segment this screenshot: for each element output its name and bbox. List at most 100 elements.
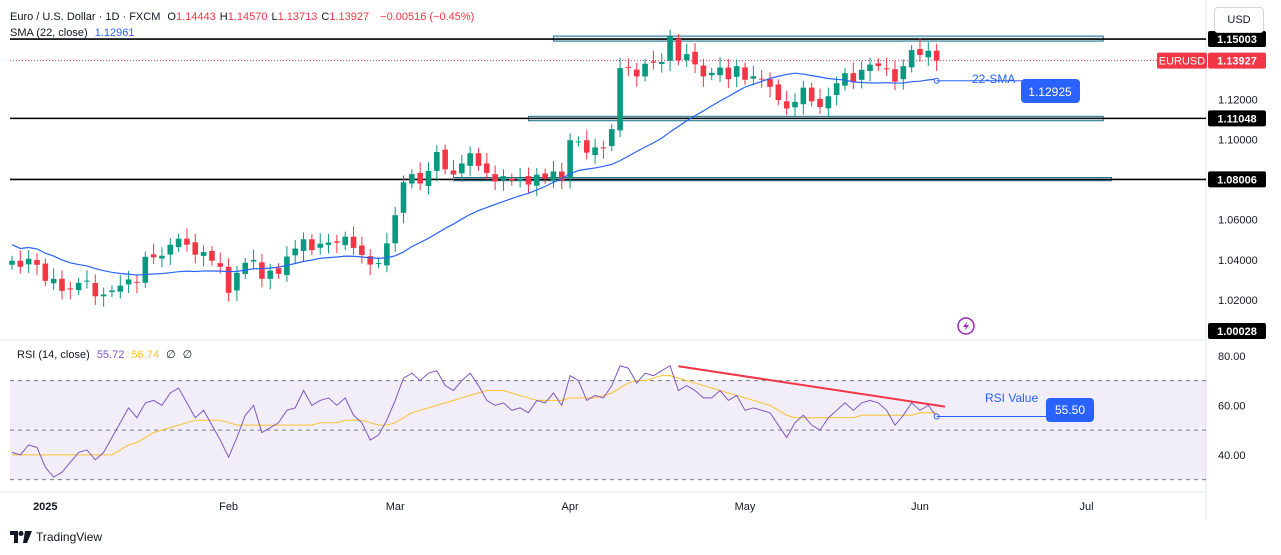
candle-body[interactable] (700, 65, 707, 77)
candle-body[interactable] (400, 182, 407, 213)
candle-body[interactable] (125, 279, 132, 285)
candle-body[interactable] (592, 147, 598, 156)
candle-body[interactable] (175, 238, 182, 248)
candle-body[interactable] (234, 272, 240, 291)
candle-body[interactable] (792, 101, 798, 108)
candle-body[interactable] (250, 259, 257, 262)
candle-body[interactable] (117, 285, 124, 292)
candle-body[interactable] (892, 69, 898, 82)
candle-body[interactable] (184, 238, 190, 245)
candle-body[interactable] (900, 66, 907, 80)
candle-body[interactable] (225, 266, 232, 293)
candle-body[interactable] (908, 50, 915, 68)
candle-body[interactable] (683, 54, 690, 61)
candle-body[interactable] (417, 172, 423, 184)
lightning-icon[interactable] (957, 317, 975, 335)
candle-body[interactable] (533, 174, 540, 186)
candle-body[interactable] (392, 215, 398, 244)
sma-line[interactable] (11, 72, 937, 276)
candle-body[interactable] (742, 67, 748, 80)
candle-body[interactable] (858, 69, 865, 80)
candle-body[interactable] (425, 170, 432, 186)
candle-body[interactable] (867, 64, 873, 71)
tradingview-logo[interactable]: TradingView (10, 530, 102, 544)
candle-body[interactable] (300, 239, 307, 251)
candle-body[interactable] (134, 281, 140, 283)
candle-body[interactable] (459, 163, 465, 174)
candle-body[interactable] (925, 50, 932, 58)
candle-body[interactable] (875, 63, 882, 66)
candle-body[interactable] (600, 147, 607, 149)
currency-button[interactable]: USD (1214, 7, 1264, 33)
candle-body[interactable] (933, 50, 940, 61)
candle-body[interactable] (633, 69, 640, 77)
rsi-value-badge[interactable] (1046, 398, 1094, 422)
rsi-line[interactable] (11, 365, 938, 478)
candle-body[interactable] (367, 256, 373, 265)
rsi-legend[interactable]: RSI (14, close) 55.72 56.74 ∅ ∅ (17, 348, 196, 361)
candle-body[interactable] (9, 260, 15, 265)
candle-body[interactable] (75, 282, 82, 291)
candle-body[interactable] (583, 140, 590, 153)
candle-body[interactable] (733, 66, 740, 77)
candle-body[interactable] (167, 244, 174, 255)
candle-body[interactable] (758, 78, 765, 80)
candle-body[interactable] (67, 288, 74, 290)
candle-body[interactable] (267, 270, 274, 279)
candle-body[interactable] (317, 243, 324, 248)
rsi-ma-line[interactable] (12, 375, 937, 456)
candle-body[interactable] (217, 263, 224, 267)
candle-body[interactable] (725, 67, 732, 80)
candle-body[interactable] (34, 259, 40, 265)
candle-body[interactable] (309, 239, 315, 251)
candle-body[interactable] (542, 173, 548, 179)
candle-body[interactable] (517, 178, 523, 181)
candle-body[interactable] (142, 256, 149, 283)
candle-body[interactable] (525, 176, 532, 185)
candle-body[interactable] (342, 236, 348, 246)
candle-body[interactable] (442, 149, 448, 170)
candle-body[interactable] (608, 129, 615, 147)
candle-body[interactable] (558, 171, 565, 181)
time-axis[interactable]: 2025 Feb Mar Apr May Jun Jul (33, 501, 1094, 513)
candle-body[interactable] (675, 38, 682, 61)
candle-body[interactable] (833, 83, 840, 96)
candles[interactable] (9, 29, 940, 307)
candle-body[interactable] (692, 51, 698, 65)
candle-body[interactable] (750, 76, 757, 79)
candle-body[interactable] (150, 254, 157, 258)
candle-body[interactable] (883, 68, 890, 70)
candle-body[interactable] (84, 280, 90, 282)
candle-body[interactable] (783, 101, 790, 109)
candle-body[interactable] (159, 255, 165, 259)
candle-body[interactable] (808, 87, 815, 102)
sma-value-badge[interactable] (1021, 79, 1080, 103)
candle-body[interactable] (717, 67, 723, 76)
candle-body[interactable] (292, 248, 299, 256)
candle-body[interactable] (242, 262, 249, 275)
candle-body[interactable] (100, 294, 107, 297)
candle-body[interactable] (42, 263, 49, 281)
sma-legend[interactable]: SMA (22, close) 1.12961 (10, 27, 138, 39)
candle-body[interactable] (492, 174, 498, 182)
candle-body[interactable] (209, 250, 215, 261)
candle-body[interactable] (708, 72, 715, 76)
candle-body[interactable] (50, 278, 57, 284)
candle-body[interactable] (475, 153, 482, 166)
candle-body[interactable] (375, 262, 382, 264)
candle-body[interactable] (625, 66, 632, 68)
candle-body[interactable] (25, 258, 32, 265)
candle-body[interactable] (350, 236, 357, 248)
candle-body[interactable] (650, 61, 657, 63)
candle-body[interactable] (275, 268, 282, 274)
candle-body[interactable] (92, 283, 99, 297)
symbol-title[interactable]: Euro / U.S. Dollar · 1D · FXCM (10, 11, 161, 23)
candle-body[interactable] (334, 241, 340, 243)
price-axis[interactable]: 1.02000 1.04000 1.06000 1.10000 1.12000 (1218, 94, 1258, 307)
candle-body[interactable] (775, 84, 782, 101)
candle-body[interactable] (825, 96, 832, 109)
candle-body[interactable] (17, 260, 24, 267)
candle-body[interactable] (617, 68, 623, 131)
candle-body[interactable] (409, 174, 415, 184)
